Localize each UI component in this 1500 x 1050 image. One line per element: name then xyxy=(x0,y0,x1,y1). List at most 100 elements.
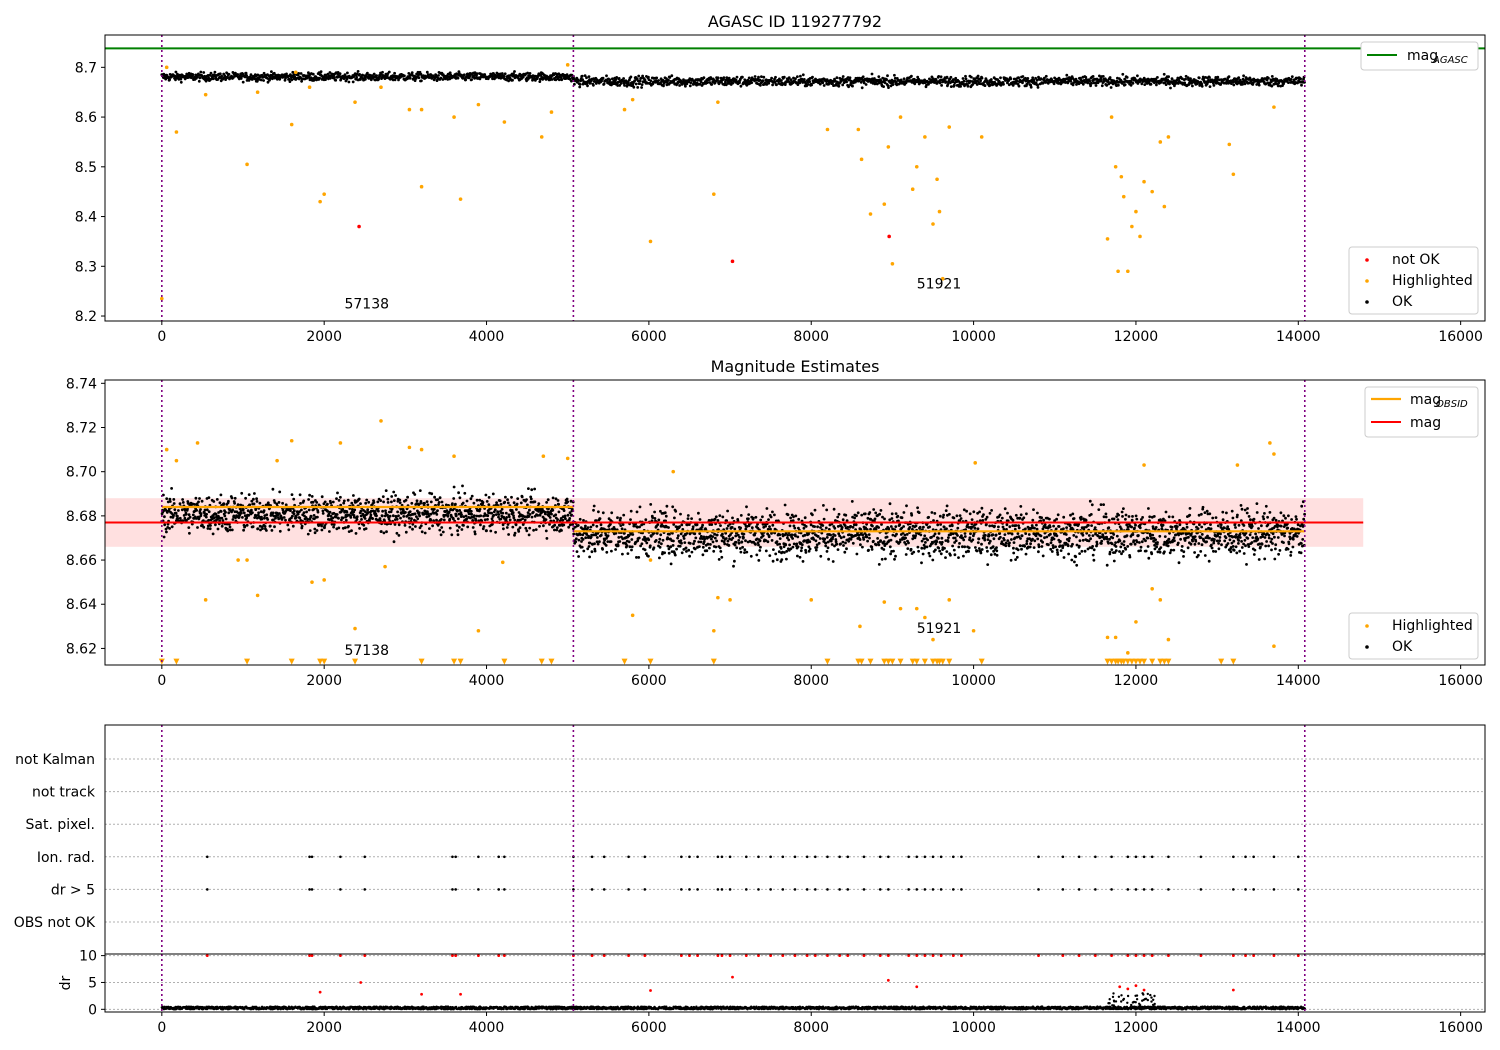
ok-point xyxy=(357,497,361,501)
ok-point xyxy=(278,77,282,81)
ok-point xyxy=(860,86,864,90)
ok-point xyxy=(672,523,676,526)
ok-point xyxy=(771,559,775,563)
ok-point xyxy=(999,76,1002,80)
ok-point xyxy=(839,536,843,540)
ok-point xyxy=(1167,75,1170,79)
ok-point xyxy=(718,546,722,550)
ok-point xyxy=(708,546,711,550)
highlighted-point xyxy=(630,97,635,102)
ok-point xyxy=(789,516,792,520)
highlighted-point xyxy=(476,102,481,107)
ok-point xyxy=(485,529,488,533)
ok-point xyxy=(904,553,908,556)
ok-point xyxy=(774,552,778,556)
ok-point xyxy=(871,524,874,528)
ok-point xyxy=(382,500,385,504)
ok-point xyxy=(931,558,935,562)
ok-point xyxy=(428,527,431,530)
ok-point xyxy=(568,517,572,520)
highlighted-point xyxy=(1272,105,1276,109)
ok-point xyxy=(808,80,811,84)
ok-point xyxy=(771,510,774,514)
ok-point xyxy=(810,83,813,87)
ok-point xyxy=(629,518,632,521)
ok-point xyxy=(542,524,545,528)
ok-point xyxy=(1197,76,1201,80)
ok-point xyxy=(245,74,249,77)
ok-point xyxy=(382,531,386,535)
ok-point xyxy=(227,511,231,515)
ok-point xyxy=(207,496,211,499)
ok-point xyxy=(328,530,331,533)
ok-point xyxy=(882,85,885,88)
ok-point xyxy=(794,77,797,80)
ok-point xyxy=(441,530,445,534)
ok-point xyxy=(292,497,296,501)
ok-point xyxy=(308,529,312,532)
ok-point xyxy=(1223,77,1227,81)
ok-point xyxy=(403,524,407,527)
ok-point xyxy=(821,524,825,527)
ok-point xyxy=(413,493,417,496)
ok-point xyxy=(328,510,332,514)
ok-point xyxy=(452,497,456,500)
x-tick-label: 10000 xyxy=(951,329,996,345)
highlighted-point xyxy=(886,145,891,149)
ok-point xyxy=(966,84,970,88)
legend-marker xyxy=(1365,258,1369,262)
ok-point xyxy=(255,79,259,83)
ok-point xyxy=(894,525,898,528)
ok-point xyxy=(759,545,762,549)
ok-point xyxy=(942,525,946,529)
ok-point xyxy=(976,74,980,78)
highlighted-point xyxy=(1119,174,1124,179)
ok-point xyxy=(938,514,942,518)
ok-point xyxy=(1276,84,1280,88)
ok-point xyxy=(641,74,644,78)
ok-point xyxy=(1123,83,1127,86)
ok-point xyxy=(673,516,676,520)
ok-point xyxy=(280,518,284,521)
ok-point xyxy=(891,83,895,86)
ok-point xyxy=(316,510,320,514)
ok-point xyxy=(859,543,862,547)
ok-point xyxy=(774,75,777,79)
legend-label: Highlighted xyxy=(1392,273,1473,289)
ok-point xyxy=(741,545,744,549)
ok-point xyxy=(657,540,661,544)
ok-point xyxy=(732,564,735,568)
highlighted-point xyxy=(622,107,627,112)
ok-point xyxy=(365,498,369,502)
ok-point xyxy=(265,513,269,517)
y-tick-label: 8.6 xyxy=(75,110,97,126)
ok-point xyxy=(578,85,582,89)
ok-point xyxy=(316,515,319,519)
ok-point xyxy=(578,83,582,86)
ok-point xyxy=(550,78,554,81)
ok-point xyxy=(813,508,817,512)
ok-point xyxy=(472,501,476,505)
ok-point xyxy=(592,504,596,508)
ok-point xyxy=(262,79,265,82)
ok-point xyxy=(813,525,816,528)
ok-point xyxy=(501,511,505,515)
highlighted-point xyxy=(898,115,903,119)
ok-point xyxy=(268,524,272,528)
ok-point xyxy=(958,514,962,517)
ok-point xyxy=(822,84,826,87)
ok-point xyxy=(773,80,777,84)
highlighted-point xyxy=(1116,269,1120,274)
ok-point xyxy=(544,518,548,521)
ok-point xyxy=(648,544,652,548)
ok-point xyxy=(778,537,782,540)
ok-point xyxy=(392,499,396,502)
ok-point xyxy=(297,72,301,75)
ok-point xyxy=(697,511,700,515)
ok-point xyxy=(598,540,601,544)
ok-point xyxy=(788,524,792,528)
ok-point xyxy=(679,512,682,516)
ok-point xyxy=(592,83,595,87)
ok-point xyxy=(753,75,757,78)
